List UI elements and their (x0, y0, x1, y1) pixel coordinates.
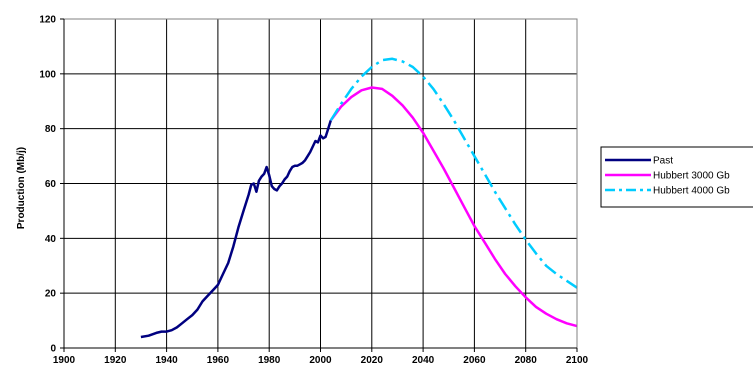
x-tick-label: 2000 (309, 355, 332, 366)
series-lines (140, 57, 578, 339)
y-axis-title: Production (Mb/j) (16, 147, 27, 229)
series-line-1 (140, 120, 332, 339)
tick-labels: 1900 1920 1940 1960 1980 2000 2020 2040 2060 2080… (39, 15, 588, 367)
y-tick-label: 0 (50, 344, 56, 355)
y-tick-label: 120 (39, 15, 56, 26)
x-tick-label: 2080 (515, 355, 538, 366)
legend-label-1: Past (653, 156, 673, 167)
y-tick-label: 60 (45, 179, 57, 190)
series-line-2 (329, 86, 578, 328)
x-tick-label: 2040 (412, 355, 435, 366)
x-tick-label: 1940 (155, 355, 178, 366)
x-tick-label: 2060 (463, 355, 486, 366)
y-tick-label: 40 (45, 234, 57, 245)
x-tick-label: 1980 (258, 355, 281, 366)
x-tick-label: 2100 (566, 355, 589, 366)
x-tick-label: 2020 (361, 355, 384, 366)
legend-box (600, 146, 753, 208)
grid (63, 18, 578, 349)
y-tick-label: 80 (45, 124, 57, 135)
x-tick-label: 1920 (104, 355, 127, 366)
x-tick-label: 1960 (207, 355, 230, 366)
legend: Past Hubbert 3000 Gb Hubbert 4000 Gb (600, 146, 753, 208)
x-tick-label: 1900 (53, 355, 76, 366)
legend-label-2: Hubbert 3000 Gb (653, 171, 730, 182)
series-line-3 (329, 57, 578, 289)
axes (60, 18, 578, 352)
y-tick-label: 20 (45, 289, 57, 300)
legend-label-3: Hubbert 4000 Gb (653, 186, 730, 197)
y-tick-label: 100 (39, 69, 56, 80)
